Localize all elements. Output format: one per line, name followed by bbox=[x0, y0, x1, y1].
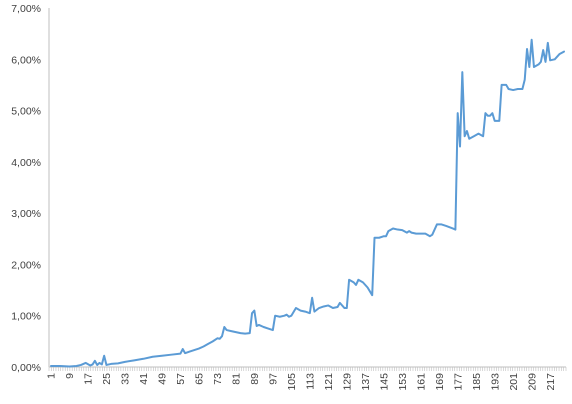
x-axis-tick-labels: 1 9 17 25 33 41 49 57 65 73 81 89 97 105 113 121 129 137 1… bbox=[46, 373, 557, 391]
y-tick-label: 3,00% bbox=[11, 208, 41, 220]
x-tick-label: 57 bbox=[175, 373, 187, 385]
x-tick-label: 113 bbox=[304, 373, 316, 390]
x-tick-label: 209 bbox=[526, 373, 538, 391]
y-tick-label: 7,00% bbox=[11, 3, 41, 15]
axes bbox=[48, 8, 566, 368]
x-tick-label: 153 bbox=[397, 373, 409, 391]
x-tick-label: 145 bbox=[378, 373, 390, 391]
y-tick-label: 2,00% bbox=[11, 259, 41, 271]
x-tick-label: 25 bbox=[101, 373, 113, 385]
x-tick-label: 33 bbox=[120, 373, 132, 385]
x-tick-label: 193 bbox=[489, 373, 501, 391]
x-tick-label: 201 bbox=[508, 373, 520, 391]
x-tick-label: 1 bbox=[46, 373, 58, 379]
series-line-0 bbox=[50, 38, 565, 368]
x-tick-label: 49 bbox=[157, 373, 169, 385]
x-tick-label: 105 bbox=[286, 373, 298, 391]
series-group bbox=[50, 38, 565, 368]
x-axis-ticks bbox=[48, 367, 567, 371]
x-tick-label: 185 bbox=[471, 373, 483, 391]
x-tick-label: 121 bbox=[323, 373, 335, 391]
x-tick-label: 217 bbox=[545, 373, 557, 391]
x-tick-label: 89 bbox=[249, 373, 261, 385]
x-tick-label: 65 bbox=[194, 373, 206, 385]
x-tick-label: 73 bbox=[212, 373, 224, 385]
x-tick-label: 9 bbox=[64, 373, 76, 379]
x-tick-label: 161 bbox=[415, 373, 427, 391]
x-tick-label: 177 bbox=[452, 373, 464, 391]
x-tick-label: 129 bbox=[341, 373, 353, 391]
y-tick-label: 6,00% bbox=[11, 54, 41, 66]
x-tick-label: 137 bbox=[360, 373, 372, 391]
x-tick-label: 97 bbox=[268, 373, 280, 385]
x-tick-label: 169 bbox=[434, 373, 446, 391]
x-tick-label: 81 bbox=[231, 373, 243, 385]
y-tick-label: 4,00% bbox=[11, 157, 41, 169]
y-tick-label: 1,00% bbox=[11, 311, 41, 323]
x-tick-label: 17 bbox=[83, 373, 95, 385]
y-tick-label: 5,00% bbox=[11, 106, 41, 118]
y-axis-tick-labels: 0,00% 1,00% 2,00% 3,00% 4,00% 5,00% 6,00% 7,00% bbox=[11, 3, 41, 374]
x-tick-label: 41 bbox=[138, 373, 150, 385]
y-tick-label: 0,00% bbox=[11, 362, 41, 374]
